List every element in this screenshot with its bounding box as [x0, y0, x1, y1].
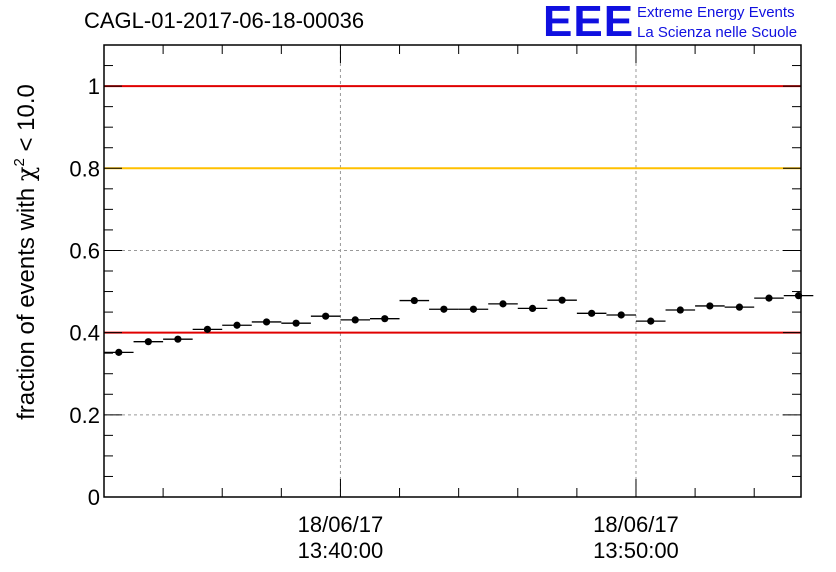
data-point [262, 318, 271, 326]
data-point [440, 305, 448, 313]
data-point [351, 316, 359, 324]
eee-logo: EEE Extreme Energy Events La Scienza nel… [543, 0, 833, 46]
chart-title: CAGL-01-2017-06-18-00036 [84, 8, 365, 33]
x-tick-label-time: 13:50:00 [593, 538, 679, 563]
data-point [588, 309, 596, 317]
data-point [144, 338, 152, 346]
data-point [647, 317, 655, 325]
x-tick-label-date: 18/06/17 [298, 512, 384, 537]
data-point [410, 296, 418, 305]
data-point [174, 335, 182, 343]
x-tick-label-time: 13:40:00 [298, 538, 384, 563]
data-point [706, 302, 714, 310]
data-point [499, 300, 507, 308]
y-tick-label: 0.8 [69, 156, 100, 181]
y-tick-label: 1 [88, 74, 100, 99]
logo-mark: EEE [543, 0, 635, 46]
y-tick-label: 0.4 [69, 321, 100, 346]
grid-lines [104, 45, 801, 497]
data-point [676, 306, 684, 314]
data-point [381, 315, 389, 323]
data-point [617, 311, 625, 319]
data-point [558, 296, 566, 304]
x-tick-label-date: 18/06/17 [593, 512, 679, 537]
data-point [528, 304, 537, 312]
y-tick-label: 0 [88, 485, 100, 510]
y-axis-label: fraction of events with χ2 < 10.0 [11, 84, 40, 420]
data-point [233, 321, 241, 329]
logo-line-1: Extreme Energy Events [637, 4, 795, 21]
data-point [469, 305, 478, 313]
plot-frame [103, 44, 802, 498]
logo-line-2: La Scienza nelle Scuole [637, 24, 798, 41]
y-tick-label: 0.2 [69, 403, 100, 428]
data-points [104, 292, 814, 356]
reference-lines [104, 85, 801, 334]
data-point [292, 319, 300, 327]
data-point [765, 294, 773, 302]
y-tick-label: 0.6 [69, 238, 100, 263]
axis-ticks [103, 44, 801, 498]
tick-labels: 00.20.40.60.8118/06/1713:40:0018/06/1713… [69, 74, 678, 563]
data-point [322, 312, 330, 320]
data-point [203, 325, 212, 333]
data-point [735, 303, 744, 311]
data-point [115, 348, 123, 356]
